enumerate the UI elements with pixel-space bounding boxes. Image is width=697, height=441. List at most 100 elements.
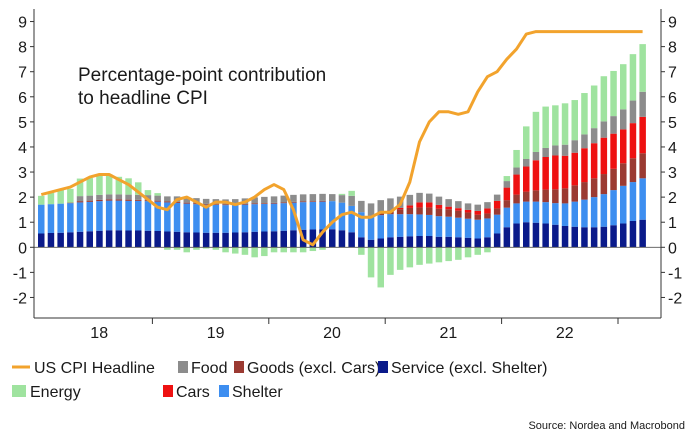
bar-segment-goods — [290, 201, 297, 203]
bar-segment-goods — [629, 158, 637, 183]
bar-segment-energy — [571, 100, 578, 141]
bar-segment-cars — [542, 156, 549, 190]
y-tick-right-label: 9 — [668, 15, 677, 32]
axes — [33, 9, 662, 319]
bar-segment-service — [620, 223, 627, 248]
bar-segment-food — [435, 196, 443, 205]
bar-segment-shelter — [396, 214, 404, 237]
bar-segment-energy — [474, 247, 481, 255]
y-tick-right-label: 1 — [668, 215, 677, 232]
bar-segment-shelter — [571, 201, 578, 227]
bar-segment-energy — [105, 174, 113, 195]
bar-segment-shelter — [135, 200, 142, 231]
bar-segment-service — [164, 231, 171, 248]
y-tick-left-label: 9 — [18, 15, 27, 32]
bar-segment-shelter — [241, 204, 249, 233]
bar-segment-food — [144, 195, 152, 201]
bar-segment-goods — [503, 200, 511, 208]
bar-segment-food — [261, 196, 268, 204]
bar-segment-goods — [445, 209, 452, 217]
bar-segment-food — [464, 203, 472, 210]
bar-segment-cars — [590, 143, 598, 179]
bar-segment-food — [552, 145, 559, 156]
bar-segment-energy — [76, 178, 84, 197]
bar-segment-energy — [552, 105, 559, 146]
bar-segment-food — [484, 202, 491, 209]
bar-segment-service — [290, 230, 297, 248]
bar-segment-shelter — [47, 204, 55, 233]
bar-segment-energy — [270, 247, 278, 253]
bar-segment-cars — [474, 210, 481, 215]
bar-segment-service — [270, 231, 278, 248]
bar-segment-goods — [115, 199, 123, 201]
bar-segment-service — [135, 230, 142, 248]
bar-segment-shelter — [270, 203, 278, 232]
bar-segment-goods — [610, 168, 617, 191]
bar-segment-food — [445, 199, 452, 207]
bar-segment-energy — [144, 190, 152, 196]
bar-segment-goods — [105, 199, 113, 201]
bar-segment-food — [523, 158, 530, 167]
bar-segment-service — [309, 229, 317, 248]
bar-segment-food — [358, 200, 365, 213]
bar-segment-shelter — [76, 202, 84, 232]
y-tick-left-label: 3 — [18, 165, 27, 182]
bar-segment-food — [503, 181, 511, 188]
x-tick-label: 20 — [323, 325, 341, 342]
bar-segment-shelter — [212, 204, 220, 233]
bar-segment-energy — [629, 54, 637, 101]
bar-segment-service — [493, 233, 501, 248]
bar-segment-goods — [96, 199, 103, 202]
legend-energy-label: Energy — [30, 384, 81, 401]
y-tick-left-label: 6 — [18, 90, 27, 107]
bar-segment-shelter — [416, 214, 423, 237]
bar-segment-goods — [319, 200, 326, 202]
bar-segment-food — [202, 198, 210, 204]
bar-segment-shelter — [96, 201, 103, 231]
bar-segment-goods — [212, 204, 220, 205]
legend-energy-swatch — [12, 385, 26, 397]
bar-segment-service — [154, 230, 161, 248]
bar-segment-energy — [222, 247, 229, 253]
bar-segment-service — [367, 239, 375, 248]
bar-segment-cars — [639, 116, 646, 154]
bar-segment-food — [377, 200, 384, 213]
bar-segment-food — [493, 194, 501, 201]
bar-segment-shelter — [86, 201, 93, 232]
y-tick-right-label: 8 — [668, 40, 677, 57]
legend-shelter-swatch — [219, 385, 229, 397]
bar-segment-service — [241, 232, 249, 248]
bar-segment-energy — [387, 247, 394, 275]
bar-segment-service — [202, 232, 210, 248]
bar-segment-cars — [484, 208, 491, 214]
bar-segment-goods — [164, 201, 171, 203]
bar-segment-service — [125, 230, 132, 248]
bar-segment-shelter — [629, 182, 637, 221]
bar-segment-service — [96, 230, 103, 248]
bar-segment-food — [329, 194, 336, 202]
bar-segment-goods — [474, 214, 481, 220]
bar-segment-shelter — [183, 203, 190, 233]
y-tick-left-label: -2 — [13, 290, 27, 307]
bar-segment-food — [600, 121, 608, 138]
x-tick-label: 22 — [556, 325, 574, 342]
bar-segment-service — [193, 232, 200, 248]
bar-segment-service — [86, 231, 93, 248]
legend-food-label: Food — [191, 360, 227, 377]
bar-segment-goods — [86, 200, 93, 202]
bar-segment-shelter — [493, 214, 501, 234]
legend: US CPI Headline Food Goods (excl. Cars) … — [12, 360, 548, 401]
bar-segment-energy — [212, 247, 220, 250]
bar-segment-goods — [600, 174, 608, 195]
bar-segment-energy — [290, 247, 297, 253]
bar-segment-service — [38, 233, 45, 248]
bar-segment-food — [639, 91, 646, 117]
x-tick-label: 18 — [90, 325, 108, 342]
bar-segment-energy — [561, 103, 569, 145]
y-tick-right-label: 4 — [668, 140, 677, 157]
headline-cpi-line — [40, 30, 643, 247]
bar-segment-food — [387, 198, 394, 211]
bar-segment-service — [183, 232, 190, 248]
y-tick-left-label: 2 — [18, 190, 27, 207]
bar-segment-goods — [620, 163, 627, 186]
